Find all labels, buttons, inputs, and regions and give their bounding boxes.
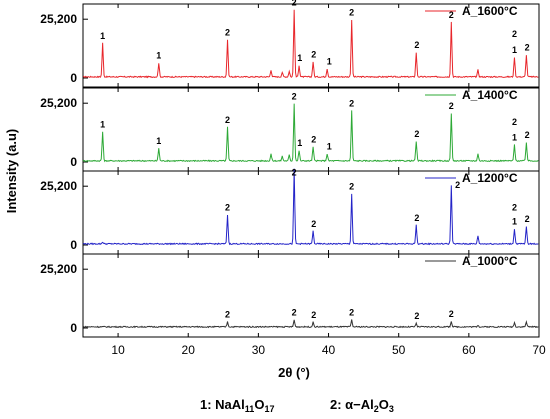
peak-label: 1	[100, 31, 105, 41]
peak-label: 2	[292, 0, 297, 8]
y-tick-label: 25,200	[40, 179, 77, 193]
y-tick-label: 0	[70, 321, 77, 335]
y-tick-label: 0	[70, 238, 77, 252]
phase-1-label: 1: NaAl11O17	[200, 397, 274, 414]
peak-label: 2	[512, 29, 517, 39]
peak-label: 2	[512, 117, 517, 127]
y-tick-label: 25,200	[40, 12, 77, 26]
peak-label: 2	[311, 135, 316, 145]
peak-label: 1	[297, 138, 302, 148]
peak-label: 1	[327, 142, 332, 152]
x-tick-label: 10	[111, 343, 125, 357]
phase-2-label: 2: α−Al2O3	[330, 397, 394, 414]
peak-label: 2	[455, 180, 460, 190]
x-axis-title: 2θ (°)	[278, 365, 310, 380]
peak-label: 2	[449, 10, 454, 20]
peak-label: 2	[225, 115, 230, 125]
peak-label: 2	[292, 167, 297, 177]
peak-label: 2	[311, 219, 316, 229]
peak-label: 2	[292, 91, 297, 101]
peak-label: 1	[156, 51, 161, 61]
x-axis: 10 20 30 40 50 60 70	[111, 343, 546, 357]
peak-label: 2	[525, 214, 530, 224]
peak-label: 1	[156, 136, 161, 146]
x-tick-label: 60	[462, 343, 476, 357]
peak-label: 1	[512, 132, 517, 142]
legend-label: A_1400°C	[462, 88, 518, 102]
peak-label: 2	[525, 42, 530, 52]
spectrum-line-A_1000°C	[82, 319, 539, 329]
spectrum-line-A_1400°C	[82, 103, 539, 163]
y-tick-label: 25,200	[40, 96, 77, 110]
peak-label: 1	[512, 216, 517, 226]
legend-label: A_1200°C	[462, 171, 518, 185]
peak-label: 2	[349, 308, 354, 318]
peak-label: 1	[512, 45, 517, 55]
panel-4: 25,200 0 2 2 2 2 2 2 A_1000°C	[40, 253, 540, 338]
panel-frame	[82, 253, 540, 338]
peak-label: 2	[311, 310, 316, 320]
y-axis-title: Intensity (a.u)	[4, 129, 19, 214]
y-tick-label: 0	[70, 71, 77, 85]
peak-label: 2	[512, 202, 517, 212]
peak-label: 2	[414, 40, 419, 50]
y-tick-label: 25,200	[40, 262, 77, 276]
peak-label: 2	[414, 213, 419, 223]
peak-label: 2	[414, 311, 419, 321]
peak-label: 2	[414, 129, 419, 139]
y-tick-label: 0	[70, 155, 77, 169]
peak-label: 2	[349, 98, 354, 108]
peak-label: 2	[292, 308, 297, 318]
peak-label: 2	[225, 202, 230, 212]
peak-label: 2	[225, 27, 230, 37]
x-tick-label: 40	[322, 343, 336, 357]
peak-label: 1	[100, 119, 105, 129]
peak-label: 2	[225, 310, 230, 320]
x-tick-label: 30	[252, 343, 266, 357]
spectrum-line-A_1600°C	[82, 9, 539, 79]
x-tick-label: 20	[182, 343, 196, 357]
phase-legend-footnote: 1: NaAl11O17 2: α−Al2O3	[200, 397, 394, 414]
peak-label: 2	[349, 181, 354, 191]
peak-label: 2	[449, 309, 454, 319]
peak-label: 2	[311, 49, 316, 59]
peak-label: 2	[449, 101, 454, 111]
x-tick-label: 50	[392, 343, 406, 357]
x-tick-label: 70	[532, 343, 546, 357]
peak-label: 1	[297, 53, 302, 63]
peak-label: 2	[525, 130, 530, 140]
legend-label: A_1000°C	[462, 254, 518, 268]
legend-label: A_1600°C	[462, 4, 518, 18]
peak-label: 1	[327, 56, 332, 66]
peak-label: 2	[349, 7, 354, 17]
spectrum-line-A_1200°C	[82, 168, 539, 246]
panel-frame	[82, 3, 540, 88]
